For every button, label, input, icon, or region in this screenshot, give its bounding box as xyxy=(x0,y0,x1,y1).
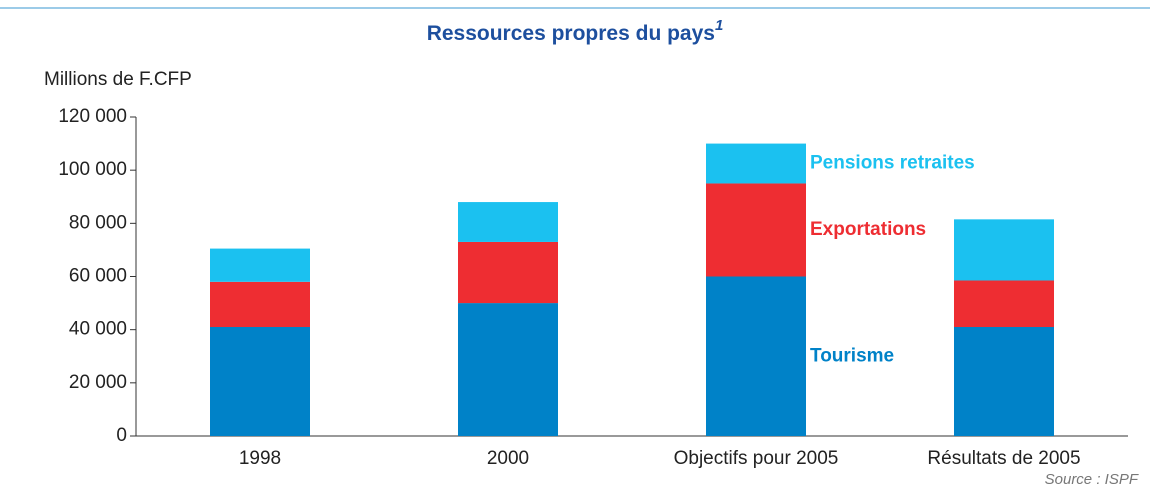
legend-label: Exportations xyxy=(810,219,926,240)
x-tick-label: Résultats de 2005 xyxy=(927,448,1080,469)
bar-segment xyxy=(706,183,806,277)
x-tick-label: Objectifs pour 2005 xyxy=(674,448,839,469)
legend-label: Pensions retraites xyxy=(810,153,975,174)
bar-segment xyxy=(458,202,558,242)
bar-segment xyxy=(210,281,310,328)
bar-segment xyxy=(954,280,1054,328)
x-tick-label: 1998 xyxy=(239,448,281,469)
bar-segment xyxy=(706,143,806,184)
x-tick-label: 2000 xyxy=(487,448,529,469)
y-axis-label: Millions de F.CFP xyxy=(44,69,192,90)
title-text: Ressources propres du pays xyxy=(427,22,715,45)
y-tick-label: 120 000 xyxy=(58,106,127,127)
y-tick-label: 20 000 xyxy=(69,372,127,393)
bar-segment xyxy=(458,241,558,304)
y-tick-label: 0 xyxy=(116,425,127,446)
title-note: 1 xyxy=(715,17,723,34)
bar-segment xyxy=(210,248,310,282)
bar-segment xyxy=(954,327,1054,436)
y-tick-label: 80 000 xyxy=(69,212,127,233)
chart-title: Ressources propres du pays1 xyxy=(427,17,724,45)
y-tick-label: 40 000 xyxy=(69,319,127,340)
y-tick-label: 60 000 xyxy=(69,266,127,287)
y-tick-label: 100 000 xyxy=(58,159,127,180)
bar-segment xyxy=(458,303,558,436)
bar-segment xyxy=(706,276,806,436)
source: Source : ISPF xyxy=(1045,471,1139,488)
legend-label: Tourisme xyxy=(810,345,894,366)
bar-segment xyxy=(210,327,310,436)
bar-segment xyxy=(954,219,1054,281)
